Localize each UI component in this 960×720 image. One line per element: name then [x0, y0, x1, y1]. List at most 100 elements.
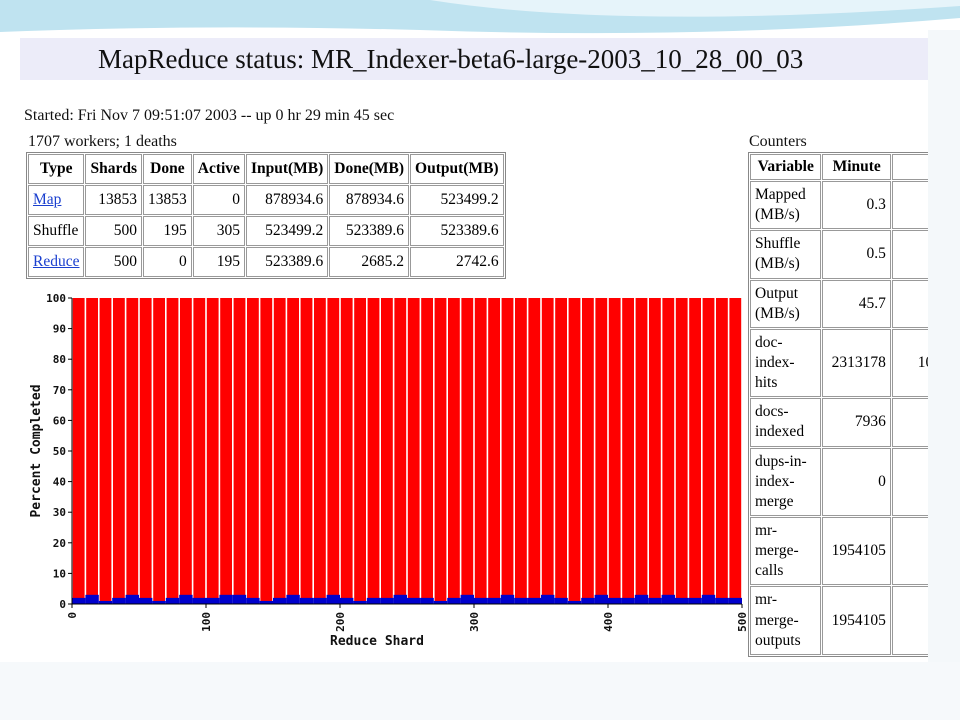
reduce-bar [500, 594, 515, 604]
reduce-bar [634, 594, 649, 604]
reduce-bar [125, 594, 139, 604]
value-cell: 0 [822, 447, 891, 516]
x-tick-label: 400 [602, 612, 615, 632]
header-row: Variable Minute [750, 154, 928, 180]
shuffle-bar [716, 298, 728, 604]
counters-table: Variable Minute Mapped (MB/s) 0.3 Shuffle (M… [748, 152, 928, 657]
shuffle-bar [381, 298, 393, 604]
reduce-bar [460, 594, 474, 604]
value-cell: 0.5 [822, 230, 891, 279]
workers-line: 1707 workers; 1 deaths [28, 133, 177, 150]
reduce-bar [366, 597, 381, 604]
y-tick-label: 80 [53, 353, 66, 366]
variable-cell: Shuffle (MB/s) [750, 230, 822, 279]
value-cell: 878934.6 [329, 185, 410, 215]
reduce-bar [380, 597, 394, 604]
reduce-bar [675, 597, 689, 604]
reduce-bar [554, 597, 568, 604]
variable-cell: mr-merge-outputs [750, 586, 822, 655]
reduce-bar [474, 597, 488, 604]
value-cell [891, 447, 928, 516]
header-cell [891, 154, 928, 180]
reduce-bar [179, 594, 193, 604]
variable-cell: doc-index-hits [750, 328, 822, 398]
shuffle-bar [180, 298, 192, 604]
counter-row: docs-indexed 7936 [750, 398, 928, 447]
value-cell: 13853 [85, 185, 143, 215]
value-cell: 305 [192, 216, 245, 246]
value-cell: 500 [85, 247, 143, 277]
reduce-bar [567, 600, 582, 604]
shuffle-bar [233, 298, 246, 604]
reduce-bar [447, 597, 461, 604]
type-cell: Map [28, 185, 85, 215]
shuffle-bar [434, 298, 447, 604]
reduce-bar [728, 597, 742, 604]
shuffle-bar [689, 298, 701, 604]
shuffle-bar [166, 298, 179, 604]
right-margin [928, 30, 960, 720]
value-cell: 1954105 [822, 586, 891, 655]
header-cell: Shards [85, 154, 143, 184]
reduce-bar [433, 600, 448, 604]
shuffle-bar [541, 298, 554, 604]
value-cell: 523499.2 [410, 185, 504, 215]
shuffle-bar [448, 298, 460, 604]
y-tick-label: 30 [53, 506, 66, 519]
reduce-bar [594, 594, 608, 604]
reduce-bar [353, 600, 367, 604]
variable-cell: Mapped (MB/s) [750, 181, 822, 230]
x-tick-label: 100 [200, 612, 213, 632]
value-cell [891, 516, 928, 586]
y-axis-label: Percent Completed [29, 384, 44, 517]
shuffle-bar [675, 298, 688, 604]
shuffle-bar [488, 298, 500, 604]
value-cell: 523389.6 [410, 216, 504, 246]
shuffle-bar [421, 298, 433, 604]
counter-row: doc-index-hits2313178105 [750, 328, 928, 398]
shuffle-bar [72, 298, 85, 604]
reduce-bar [541, 594, 555, 604]
value-cell: 0 [143, 247, 192, 277]
value-cell: 2685.2 [329, 247, 410, 277]
y-tick-label: 20 [53, 537, 66, 550]
header-cell: Type [28, 154, 85, 184]
table-row: Reduce 500 0 195 523389.6 2685.2 2742.6 [28, 247, 504, 277]
header-cell: Done [143, 154, 192, 184]
x-tick-label: 300 [468, 612, 481, 632]
shuffle-bar [595, 298, 608, 604]
type-link[interactable]: Reduce [33, 253, 80, 270]
shuffle-bar [193, 298, 206, 604]
reduce-bar [299, 597, 314, 604]
reduce-bar [581, 597, 595, 604]
y-tick-label: 0 [59, 598, 66, 611]
value-cell: 195 [143, 216, 192, 246]
reduce-bar [420, 597, 434, 604]
type-link[interactable]: Map [33, 191, 62, 208]
x-tick-label: 200 [334, 612, 347, 632]
value-cell: 523499.2 [245, 216, 329, 246]
top-swoosh-light [430, 0, 960, 17]
value-cell: 13853 [143, 185, 192, 215]
shuffle-bar [568, 298, 581, 604]
shuffle-bar [649, 298, 661, 604]
variable-cell: Output (MB/s) [750, 279, 822, 328]
y-tick-label: 100 [46, 292, 66, 305]
reduce-bar [139, 597, 153, 604]
shuffle-bar [622, 298, 634, 604]
reduce-bar [688, 597, 702, 604]
y-tick-label: 50 [53, 445, 66, 458]
shuffle-bar [300, 298, 313, 604]
shuffle-bar [555, 298, 567, 604]
reduce-bar [621, 597, 635, 604]
value-cell: 0.3 [822, 181, 891, 230]
shuffle-bar [220, 298, 232, 604]
reduce-bar [219, 594, 233, 604]
counters-title: Counters [749, 133, 807, 150]
reduce-bar [326, 594, 340, 604]
variable-cell: mr-merge-calls [750, 516, 822, 586]
shuffle-bar [287, 298, 299, 604]
header-cell: Input(MB) [245, 154, 329, 184]
